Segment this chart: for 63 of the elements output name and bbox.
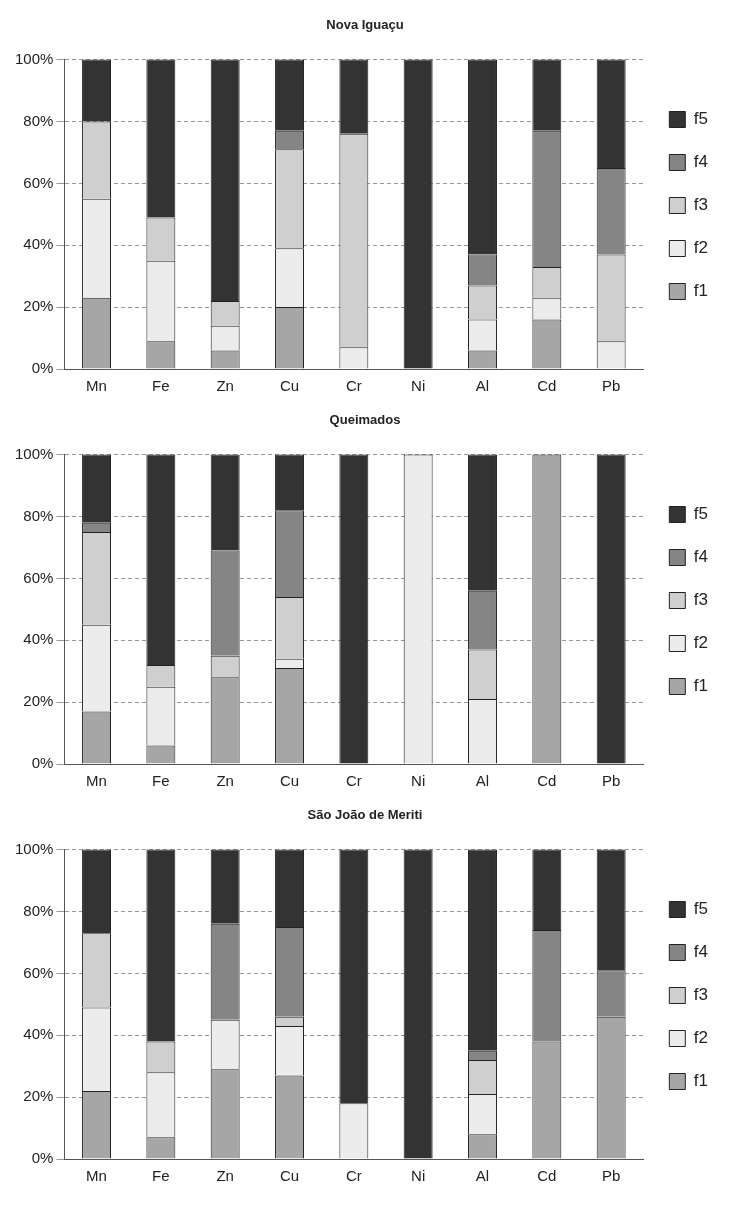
x-tick-label: Al bbox=[475, 772, 490, 790]
x-tick-label: Ni bbox=[411, 377, 426, 395]
legend-label: f4 bbox=[693, 547, 709, 567]
legend-label: f1 bbox=[693, 676, 709, 696]
x-tick-label: Cu bbox=[279, 377, 300, 395]
y-tick-label: 20% bbox=[23, 297, 54, 315]
x-tick-label: Zn bbox=[216, 772, 234, 790]
y-tick-label: 40% bbox=[23, 630, 54, 648]
y-tick-label: 0% bbox=[31, 754, 54, 772]
y-tick-label: 20% bbox=[23, 692, 54, 710]
x-tick-label: Ni bbox=[411, 772, 426, 790]
legend-label: f2 bbox=[693, 633, 709, 653]
legend-label: f3 bbox=[693, 985, 709, 1005]
y-tick-label: 20% bbox=[23, 1087, 54, 1105]
x-tick-label: Mn bbox=[86, 377, 107, 395]
x-tick-label: Fe bbox=[152, 1167, 170, 1185]
legend-label: f4 bbox=[693, 152, 709, 172]
y-tick-label: 80% bbox=[23, 901, 54, 919]
y-tick-label: 0% bbox=[31, 359, 54, 377]
chart-title: Nova Iguaçu bbox=[326, 17, 404, 33]
legend-label: f1 bbox=[693, 1071, 709, 1091]
y-tick-label: 100% bbox=[14, 839, 54, 857]
y-tick-label: 100% bbox=[14, 444, 54, 462]
x-tick-label: Al bbox=[475, 1167, 490, 1185]
legend-label: f5 bbox=[693, 504, 709, 524]
y-tick-label: 80% bbox=[23, 506, 54, 524]
legend-label: f5 bbox=[693, 899, 709, 919]
x-tick-label: Mn bbox=[86, 772, 107, 790]
x-tick-label: Mn bbox=[86, 1167, 107, 1185]
y-tick-label: 60% bbox=[23, 173, 54, 191]
legend-label: f2 bbox=[693, 238, 709, 258]
chart-title: São João de Meriti bbox=[307, 807, 423, 823]
x-tick-label: Cd bbox=[537, 772, 557, 790]
y-tick-label: 60% bbox=[23, 568, 54, 586]
y-tick-label: 40% bbox=[23, 1025, 54, 1043]
x-tick-label: Fe bbox=[152, 377, 170, 395]
x-tick-label: Cu bbox=[279, 772, 300, 790]
x-tick-label: Cu bbox=[279, 1167, 300, 1185]
chart-title: Queimados bbox=[329, 412, 401, 428]
x-tick-label: Cd bbox=[537, 377, 557, 395]
x-tick-label: Cr bbox=[345, 1167, 362, 1185]
y-tick-label: 80% bbox=[23, 111, 54, 129]
legend-label: f3 bbox=[693, 590, 709, 610]
y-tick-label: 100% bbox=[14, 49, 54, 67]
y-tick-label: 0% bbox=[31, 1149, 54, 1167]
x-tick-label: Fe bbox=[152, 772, 170, 790]
legend-label: f1 bbox=[693, 281, 709, 301]
x-tick-label: Cd bbox=[537, 1167, 557, 1185]
x-tick-label: Zn bbox=[216, 377, 234, 395]
x-tick-label: Pb bbox=[601, 772, 621, 790]
legend-label: f4 bbox=[693, 942, 709, 962]
x-tick-label: Pb bbox=[601, 1167, 621, 1185]
legend-label: f2 bbox=[693, 1028, 709, 1048]
x-tick-label: Pb bbox=[601, 377, 621, 395]
x-tick-label: Cr bbox=[345, 377, 362, 395]
legend-label: f5 bbox=[693, 109, 709, 129]
y-tick-label: 40% bbox=[23, 235, 54, 253]
x-tick-label: Zn bbox=[216, 1167, 234, 1185]
legend-label: f3 bbox=[693, 195, 709, 215]
x-tick-label: Ni bbox=[411, 1167, 426, 1185]
y-tick-label: 60% bbox=[23, 963, 54, 981]
x-tick-label: Al bbox=[475, 377, 490, 395]
x-tick-label: Cr bbox=[345, 772, 362, 790]
